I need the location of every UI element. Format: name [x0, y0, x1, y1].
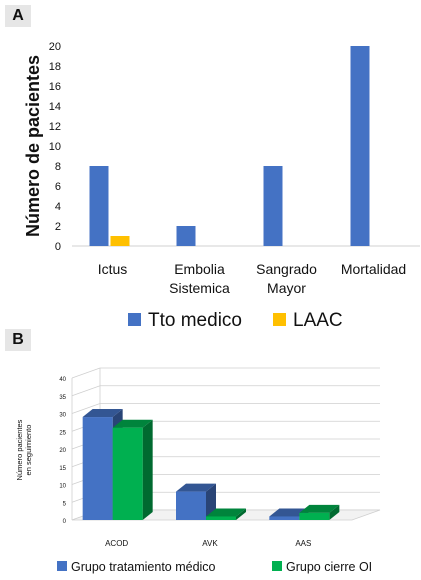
- y-tick-label: 25: [59, 430, 66, 436]
- y-tick-label: 40: [59, 377, 66, 383]
- y-tick-label: 2: [55, 221, 61, 233]
- y-axis-title: Número pacientes: [15, 419, 24, 480]
- x-category-label: AVK: [202, 539, 218, 548]
- y-tick-label: 15: [59, 466, 66, 472]
- bar-tto-medico: [89, 166, 109, 246]
- legend-swatch: [272, 561, 282, 571]
- bar-side: [236, 508, 246, 520]
- y-axis-title: Número de pacientes: [23, 55, 43, 237]
- panel-label-a: A: [5, 5, 31, 27]
- grid-line: [71, 385, 380, 397]
- bar-side: [329, 504, 340, 520]
- y-tick-label: 10: [49, 141, 61, 153]
- legend-swatch: [273, 313, 286, 326]
- legend-label: Grupo tratamiento médico: [71, 560, 216, 574]
- bar-tratamiento-medico: [269, 516, 300, 520]
- grid-line: [71, 367, 380, 379]
- bar-top: [82, 409, 123, 418]
- x-category-label: Sangrado: [256, 261, 317, 277]
- bar-top: [299, 504, 340, 513]
- y-tick-label: 0: [55, 241, 61, 253]
- y-tick-label: 18: [49, 61, 61, 73]
- y-tick-label: 16: [49, 81, 61, 93]
- bar-cierre-oi: [299, 512, 330, 520]
- chart-a: 0 2 4 6 8 10 12 14 16 18 20 Número de pacientes Ictu…: [23, 41, 420, 330]
- y-tick-label: 8: [55, 161, 61, 173]
- bar-laac: [110, 236, 130, 246]
- legend-label: Grupo cierre OI: [286, 560, 372, 574]
- panel-label-b: B: [5, 329, 31, 351]
- bar-top: [176, 483, 216, 492]
- legend-label: Tto medico: [148, 310, 242, 330]
- bar-tratamiento-medico: [82, 417, 113, 520]
- y-tick-label: 6: [55, 181, 61, 193]
- bar-tto-medico: [350, 46, 370, 246]
- y-tick-label: 35: [59, 395, 66, 401]
- y-tick-label: 5: [63, 501, 67, 507]
- y-tick-label: 0: [63, 519, 67, 525]
- x-category-label: Embolia: [174, 261, 225, 277]
- bar-tto-medico: [263, 166, 283, 246]
- y-tick-label: 20: [59, 448, 66, 454]
- x-category-label: AAS: [295, 539, 311, 548]
- y-tick-label: 20: [49, 41, 61, 53]
- y-tick-label: 12: [49, 121, 61, 133]
- legend-swatch: [128, 313, 141, 326]
- bar-side: [142, 419, 153, 520]
- x-category-label: Ictus: [98, 261, 128, 277]
- y-tick-label: 30: [59, 413, 66, 419]
- bar-tto-medico: [176, 226, 196, 246]
- bar-top: [112, 419, 153, 428]
- bar-top: [206, 508, 246, 517]
- x-category-label: Sistemica: [169, 280, 230, 296]
- y-tick-label: 14: [49, 101, 61, 113]
- y-tick-label: 4: [55, 201, 61, 213]
- bar-cierre-oi: [112, 427, 143, 520]
- y-axis-title: en seguimiento: [24, 425, 33, 476]
- chart-b: 0 5 10 15 20 25 30 35 40 Número pacientes en segui…: [15, 367, 381, 574]
- legend-label: LAAC: [293, 310, 343, 330]
- x-category-label: Mortalidad: [341, 261, 406, 277]
- y-tick-label: 10: [59, 484, 66, 490]
- x-category-label: Mayor: [267, 280, 306, 296]
- bar-tratamiento-medico: [176, 491, 206, 520]
- bar-cierre-oi: [206, 516, 236, 520]
- x-category-label: ACOD: [105, 539, 128, 548]
- legend-swatch: [57, 561, 67, 571]
